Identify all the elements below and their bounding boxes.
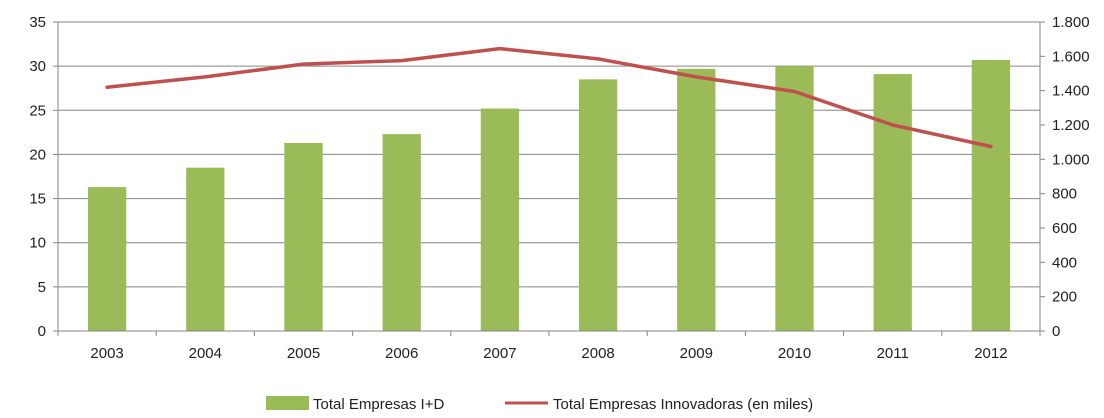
bar-2003 (87, 187, 127, 331)
left-tick-label: 0 (38, 323, 46, 340)
bar-2012 (971, 59, 1011, 331)
right-tick-label: 1.600 (1052, 48, 1090, 65)
legend-swatch-bar (266, 396, 309, 410)
left-tick-label: 25 (29, 102, 46, 119)
left-tick-label: 30 (29, 58, 46, 75)
right-tick-label: 1.000 (1052, 151, 1090, 168)
left-tick-label: 5 (38, 279, 46, 296)
right-tick-label: 1.200 (1052, 117, 1090, 134)
axes (53, 21, 1045, 336)
line-innovadoras (105, 46, 993, 149)
left-tick-label: 35 (29, 14, 46, 31)
left-tick-label: 15 (29, 191, 46, 208)
right-tick-label: 1.800 (1052, 14, 1090, 31)
left-tick-label: 10 (29, 235, 46, 252)
legend: Total Empresas I+D Total Empresas Innova… (266, 396, 813, 413)
right-tick-label: 400 (1052, 254, 1077, 271)
left-tick-label: 20 (29, 146, 46, 163)
right-tick-label: 200 (1052, 289, 1077, 306)
x-tick-label: 2011 (877, 345, 909, 362)
x-tick-label: 2006 (385, 345, 418, 362)
x-tick-label: 2005 (287, 345, 320, 362)
bar-2004 (186, 167, 225, 331)
x-tick-label: 2009 (680, 345, 713, 362)
x-tick-label: 2007 (483, 345, 516, 362)
x-tick-label: 2010 (778, 345, 811, 362)
right-tick-label: 0 (1052, 323, 1060, 340)
tick-labels: 0 5 10 15 20 25 30 35 0 200 400 600 800 1.000 1.200 1.4… (29, 14, 1089, 362)
right-tick-label: 600 (1052, 220, 1077, 237)
bar-2006 (382, 134, 421, 331)
bar-series (87, 59, 1011, 332)
bar-2009 (677, 68, 716, 331)
right-tick-label: 800 (1052, 186, 1077, 203)
x-tick-label: 2004 (189, 345, 222, 362)
x-tick-label: 2008 (581, 345, 614, 362)
x-tick-label: 2003 (90, 345, 123, 362)
x-tick-label: 2012 (974, 345, 1007, 362)
bar-2007 (480, 108, 520, 332)
legend-label-bar: Total Empresas I+D (313, 396, 444, 413)
right-tick-label: 1.400 (1052, 83, 1090, 100)
bar-2008 (578, 79, 618, 331)
legend-label-line: Total Empresas Innovadoras (en miles) (553, 396, 813, 413)
bar-2011 (873, 74, 912, 332)
line-series (105, 46, 993, 149)
bar-2005 (284, 142, 323, 331)
bar-2010 (775, 66, 814, 332)
